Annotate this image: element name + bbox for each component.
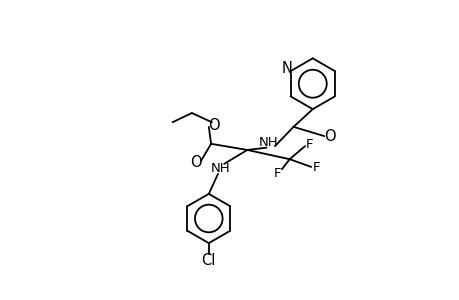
Text: O: O <box>208 118 219 133</box>
Text: F: F <box>305 138 313 151</box>
Text: O: O <box>190 155 201 170</box>
Text: O: O <box>323 129 335 144</box>
Text: F: F <box>273 167 280 180</box>
Text: NH: NH <box>258 136 278 149</box>
Text: N: N <box>281 61 292 76</box>
Text: Cl: Cl <box>201 253 216 268</box>
Text: F: F <box>312 161 319 174</box>
Text: NH: NH <box>210 162 230 175</box>
